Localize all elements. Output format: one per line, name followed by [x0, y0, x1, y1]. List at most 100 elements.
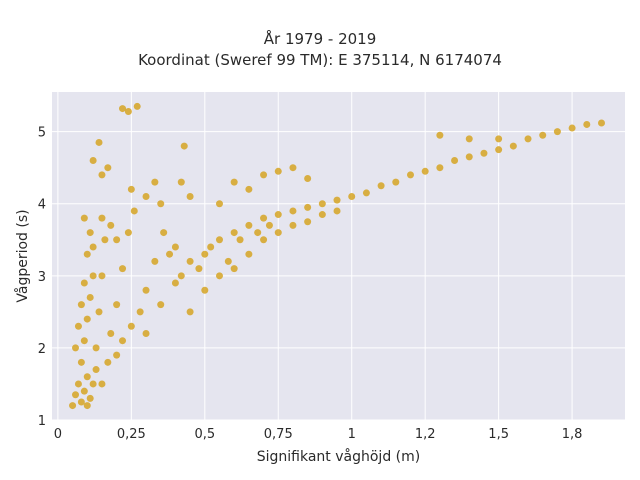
scatter-point [539, 131, 547, 139]
scatter-point [289, 221, 297, 229]
scatter-point [130, 207, 138, 215]
scatter-point [245, 221, 253, 229]
scatter-point [230, 178, 238, 186]
scatter-point [201, 286, 209, 294]
scatter-point [72, 344, 80, 352]
scatter-point [74, 322, 82, 330]
scatter-points [69, 102, 605, 410]
scatter-point [451, 156, 459, 164]
chart-title: År 1979 - 2019 [263, 30, 377, 48]
scatter-point [119, 105, 127, 113]
scatter-point [86, 293, 94, 301]
scatter-point [180, 142, 188, 150]
scatter-point [583, 120, 591, 128]
scatter-point [157, 200, 165, 208]
scatter-point [92, 344, 100, 352]
scatter-point [289, 164, 297, 172]
scatter-point [101, 236, 109, 244]
scatter-point [207, 243, 215, 251]
plot-area [52, 92, 625, 420]
scatter-point [171, 243, 179, 251]
scatter-point [215, 236, 223, 244]
x-tick-label: 1 [348, 427, 356, 442]
scatter-point [186, 193, 194, 201]
scatter-point [260, 236, 268, 244]
scatter-point [377, 182, 385, 190]
scatter-point [80, 214, 88, 222]
scatter-point [348, 193, 356, 201]
scatter-point [186, 308, 194, 316]
scatter-point [333, 207, 341, 215]
scatter-point [89, 380, 97, 388]
scatter-point [177, 178, 185, 186]
scatter-point [104, 358, 112, 366]
scatter-point [289, 207, 297, 215]
scatter-point [230, 265, 238, 273]
y-tick-label: 1 [38, 414, 46, 429]
scatter-point [260, 214, 268, 222]
scatter-point [86, 229, 94, 237]
scatter-point [480, 149, 488, 157]
scatter-point [104, 164, 112, 172]
scatter-point [245, 250, 253, 258]
scatter-point [230, 229, 238, 237]
scatter-point [215, 272, 223, 280]
scatter-point [495, 135, 503, 143]
scatter-point [265, 221, 273, 229]
scatter-point [151, 178, 159, 186]
scatter-point [274, 167, 282, 175]
scatter-point [304, 218, 312, 226]
scatter-point [215, 200, 223, 208]
scatter-point [436, 131, 444, 139]
scatter-point [119, 265, 127, 273]
scatter-point [98, 272, 106, 280]
scatter-point [553, 128, 561, 136]
scatter-point [124, 229, 132, 237]
scatter-point [245, 185, 253, 193]
scatter-point [95, 138, 103, 146]
y-tick-labels: 1 2 3 4 5 [38, 126, 46, 429]
scatter-point [107, 221, 115, 229]
y-tick-label: 3 [38, 270, 46, 285]
scatter-point [254, 229, 262, 237]
scatter-point [201, 250, 209, 258]
scatter-point [274, 229, 282, 237]
scatter-point [127, 185, 135, 193]
scatter-point [406, 171, 414, 179]
scatter-point [80, 279, 88, 287]
scatter-point [465, 135, 473, 143]
scatter-point [151, 257, 159, 265]
scatter-point [509, 142, 517, 150]
x-tick-label: 1,2 [415, 427, 436, 442]
scatter-point [98, 171, 106, 179]
scatter-point [113, 351, 121, 359]
x-tick-labels: 0 0,25 0,5 0,75 1 1,2 1,5 1,8 [54, 427, 583, 442]
scatter-point [136, 308, 144, 316]
scatter-point [124, 107, 132, 115]
scatter-point [495, 146, 503, 154]
scatter-point [83, 250, 91, 258]
x-tick-label: 0 [54, 427, 62, 442]
x-tick-label: 0,25 [117, 427, 146, 442]
scatter-point [80, 387, 88, 395]
scatter-point [157, 301, 165, 309]
y-tick-label: 5 [38, 126, 46, 141]
scatter-point [142, 193, 150, 201]
scatter-point [142, 286, 150, 294]
x-tick-label: 0,5 [194, 427, 215, 442]
scatter-point [392, 178, 400, 186]
scatter-point [77, 301, 85, 309]
scatter-point [304, 175, 312, 183]
scatter-point [77, 358, 85, 366]
y-tick-label: 2 [38, 342, 46, 357]
scatter-point [113, 301, 121, 309]
scatter-point [95, 308, 103, 316]
scatter-point [142, 329, 150, 337]
scatter-point [160, 229, 168, 237]
scatter-point [436, 164, 444, 172]
scatter-point [177, 272, 185, 280]
grid [52, 92, 625, 421]
scatter-point [304, 203, 312, 211]
x-tick-label: 1,5 [488, 427, 509, 442]
